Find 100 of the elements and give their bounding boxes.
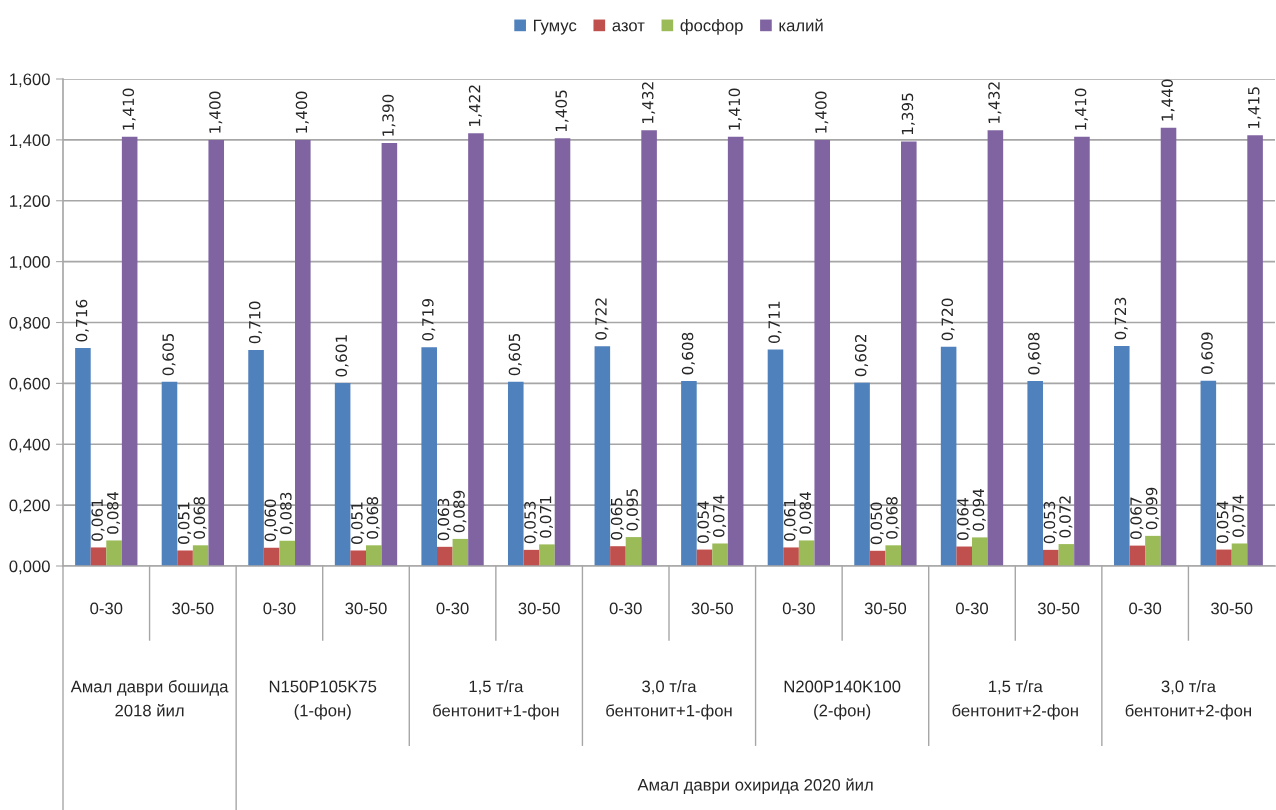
x-tick-label: 0-30 bbox=[90, 602, 123, 615]
x-tick-label: 30-50 bbox=[1037, 602, 1080, 615]
data-label: 0,074 bbox=[712, 495, 727, 537]
data-label: 1,400 bbox=[815, 91, 829, 133]
data-label: 0,060 bbox=[264, 499, 278, 542]
data-label: 1,395 bbox=[901, 93, 915, 135]
data-label: 0,053 bbox=[524, 501, 538, 544]
data-label: 0,601 bbox=[335, 335, 349, 377]
bar bbox=[1160, 127, 1177, 566]
data-label: 0,067 bbox=[1130, 497, 1144, 540]
bar bbox=[539, 544, 555, 566]
bar bbox=[681, 380, 697, 566]
bar bbox=[1027, 380, 1043, 566]
bar bbox=[161, 381, 178, 566]
bar bbox=[334, 383, 351, 566]
x-tick-label: 30-50 bbox=[518, 602, 560, 615]
x-tick-label: 30-50 bbox=[691, 602, 733, 615]
y-tick-label: 0,800 bbox=[9, 316, 50, 331]
bar bbox=[727, 136, 744, 566]
data-label: 0,053 bbox=[1043, 501, 1057, 544]
bar bbox=[436, 546, 453, 566]
data-label: 0,089 bbox=[453, 490, 467, 533]
bar bbox=[625, 537, 642, 566]
data-label: 0,608 bbox=[681, 332, 695, 375]
text: 3,0 т/га бентонит+2-фон bbox=[1125, 680, 1251, 720]
data-label: 0,602 bbox=[854, 335, 869, 377]
bar bbox=[956, 546, 972, 566]
data-label: 0,068 bbox=[366, 497, 380, 539]
bar bbox=[1231, 543, 1248, 566]
data-label: 0,720 bbox=[941, 298, 955, 341]
data-label: 0,072 bbox=[1059, 496, 1073, 538]
bar bbox=[1058, 544, 1075, 566]
data-label: 0,719 bbox=[422, 298, 436, 341]
data-label: 0,099 bbox=[1145, 487, 1159, 530]
y-tick-label: 0,000 bbox=[9, 560, 50, 575]
x-tick-label: 0-30 bbox=[782, 602, 815, 615]
data-label: 1,440 bbox=[1161, 79, 1175, 121]
bar bbox=[192, 545, 209, 566]
bar bbox=[350, 550, 366, 566]
bar bbox=[106, 540, 122, 566]
data-label: 0,064 bbox=[957, 498, 971, 540]
bar bbox=[295, 139, 311, 566]
bar bbox=[610, 546, 626, 566]
bar bbox=[121, 136, 138, 566]
bar bbox=[75, 348, 91, 566]
legend-label: азот bbox=[612, 22, 645, 32]
text: Амал даври бошида 2018 йил bbox=[70, 680, 229, 717]
bar bbox=[1042, 549, 1059, 566]
data-label: 0,068 bbox=[886, 497, 900, 539]
data-label: 0,063 bbox=[437, 498, 451, 541]
data-label: 0,722 bbox=[595, 298, 609, 340]
bar bbox=[1113, 345, 1130, 566]
bar bbox=[1216, 549, 1232, 566]
bar bbox=[854, 382, 870, 566]
bar bbox=[421, 347, 437, 566]
data-label: 0,071 bbox=[539, 496, 553, 538]
bar bbox=[452, 538, 469, 566]
text: 1,5 т/га бентонит+1-фон bbox=[433, 680, 559, 720]
data-label: 0,054 bbox=[697, 501, 711, 543]
data-label: 1,415 bbox=[1248, 87, 1262, 129]
data-label: 1,422 bbox=[468, 85, 482, 126]
data-label: 1,405 bbox=[555, 90, 569, 132]
bar bbox=[523, 549, 540, 566]
data-label: 0,084 bbox=[799, 492, 813, 534]
bar bbox=[972, 537, 988, 566]
bar bbox=[381, 142, 398, 566]
text: 3,0 т/га бентонит+1-фон bbox=[606, 680, 732, 720]
data-label: 0,605 bbox=[162, 333, 176, 376]
text: N200P140K100 (2-фон) bbox=[784, 680, 901, 720]
legend-label: фосфор bbox=[680, 19, 743, 35]
bar bbox=[1145, 535, 1161, 566]
text: 1,5 т/га бентонит+2-фон bbox=[952, 680, 1078, 720]
data-label: 0,074 bbox=[1232, 495, 1246, 537]
y-tick-label: 0,200 bbox=[9, 499, 50, 514]
data-label: 0,605 bbox=[508, 333, 522, 376]
data-label: 1,410 bbox=[1074, 88, 1088, 130]
bar bbox=[1129, 545, 1146, 566]
bar bbox=[767, 349, 784, 566]
x-tick-label: 30-50 bbox=[1211, 602, 1253, 615]
data-label: 0,095 bbox=[626, 489, 640, 531]
bar bbox=[594, 346, 611, 566]
data-label: 0,094 bbox=[972, 488, 986, 531]
bar bbox=[987, 130, 1004, 566]
bar bbox=[712, 543, 728, 566]
x-tick-label: 30-50 bbox=[345, 602, 387, 615]
bar bbox=[208, 139, 225, 566]
data-label: 0,054 bbox=[1216, 501, 1230, 543]
bar bbox=[1247, 135, 1263, 566]
data-label: 0,608 bbox=[1028, 332, 1042, 375]
data-label: 1,410 bbox=[728, 88, 742, 130]
x-tick-label: 30-50 bbox=[172, 602, 214, 615]
bar bbox=[1074, 136, 1090, 566]
bar bbox=[554, 138, 571, 566]
data-label: 1,400 bbox=[209, 91, 223, 133]
data-label: 0,051 bbox=[177, 502, 192, 544]
data-label: 0,723 bbox=[1114, 297, 1128, 340]
bar bbox=[507, 381, 524, 566]
data-label: 1,400 bbox=[295, 91, 309, 133]
bar bbox=[468, 133, 484, 566]
data-label: 0,084 bbox=[106, 492, 121, 534]
